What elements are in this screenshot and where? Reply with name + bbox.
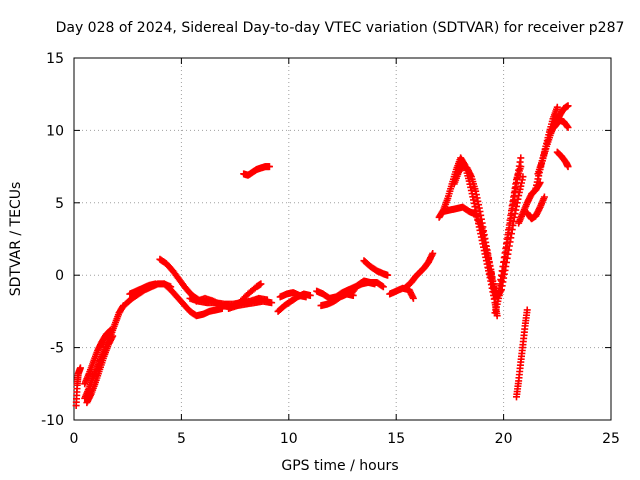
y-tick-label: 5 <box>55 196 64 212</box>
y-axis-label: SDTVAR / TECUs <box>8 182 24 297</box>
y-tick-label: 0 <box>55 268 64 284</box>
data-point <box>257 280 265 288</box>
data-point <box>517 163 525 171</box>
data-point <box>268 299 276 307</box>
data-point <box>76 364 84 372</box>
data-point <box>523 306 531 314</box>
data-series <box>72 102 572 410</box>
data-point <box>379 283 387 291</box>
data-point <box>564 102 572 110</box>
x-axis-label: GPS time / hours <box>281 458 398 474</box>
x-tick-label: 10 <box>280 431 298 447</box>
data-point <box>517 154 525 162</box>
y-tick-label: -5 <box>50 341 64 357</box>
grid <box>74 58 611 420</box>
data-point <box>306 291 314 299</box>
x-tick-label: 20 <box>495 431 513 447</box>
data-point <box>564 163 572 171</box>
data-point <box>265 163 273 171</box>
x-tick-label: 0 <box>70 431 79 447</box>
data-point <box>302 293 310 301</box>
data-point <box>553 103 561 111</box>
data-point <box>540 193 548 201</box>
x-tick-label: 25 <box>602 431 620 447</box>
data-point <box>109 332 117 340</box>
data-point <box>564 124 572 132</box>
y-tick-label: 15 <box>46 51 64 67</box>
x-tick-label: 5 <box>177 431 186 447</box>
data-point <box>107 326 115 334</box>
data-point <box>429 249 437 257</box>
data-point <box>384 271 392 279</box>
y-tick-label: -10 <box>41 413 64 429</box>
plot-border <box>73 57 612 421</box>
x-tick-label: 15 <box>387 431 405 447</box>
y-tick-label: 10 <box>46 123 64 139</box>
axis-ticks: 0 5 10 15 20 25 -10 -5 0 5 10 15 <box>41 51 620 447</box>
data-point <box>152 280 160 288</box>
data-point <box>409 294 417 302</box>
chart-title: Day 028 of 2024, Sidereal Day-to-day VTE… <box>56 20 625 36</box>
